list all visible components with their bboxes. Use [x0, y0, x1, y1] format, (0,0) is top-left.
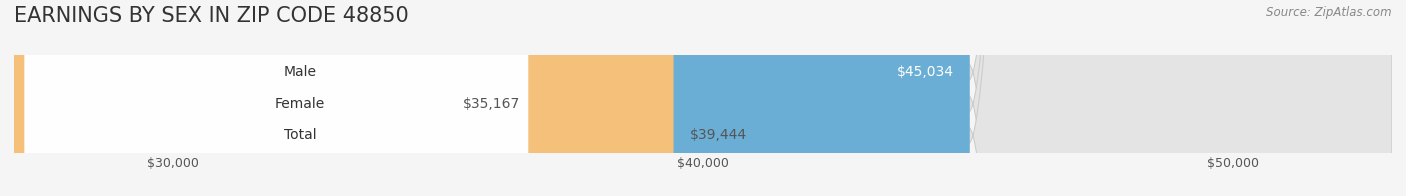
FancyBboxPatch shape [25, 0, 529, 196]
FancyBboxPatch shape [14, 0, 673, 196]
FancyBboxPatch shape [14, 0, 1392, 196]
Text: Source: ZipAtlas.com: Source: ZipAtlas.com [1267, 6, 1392, 19]
Text: $35,167: $35,167 [463, 97, 520, 111]
FancyBboxPatch shape [14, 0, 970, 196]
Text: Total: Total [284, 129, 316, 142]
FancyBboxPatch shape [14, 0, 1392, 196]
Text: Female: Female [276, 97, 325, 111]
Text: Male: Male [284, 65, 316, 79]
FancyBboxPatch shape [14, 0, 447, 196]
Text: $39,444: $39,444 [689, 129, 747, 142]
FancyBboxPatch shape [25, 0, 529, 196]
FancyBboxPatch shape [25, 0, 529, 196]
FancyBboxPatch shape [14, 0, 1392, 196]
Text: $45,034: $45,034 [897, 65, 953, 79]
Text: EARNINGS BY SEX IN ZIP CODE 48850: EARNINGS BY SEX IN ZIP CODE 48850 [14, 6, 409, 26]
